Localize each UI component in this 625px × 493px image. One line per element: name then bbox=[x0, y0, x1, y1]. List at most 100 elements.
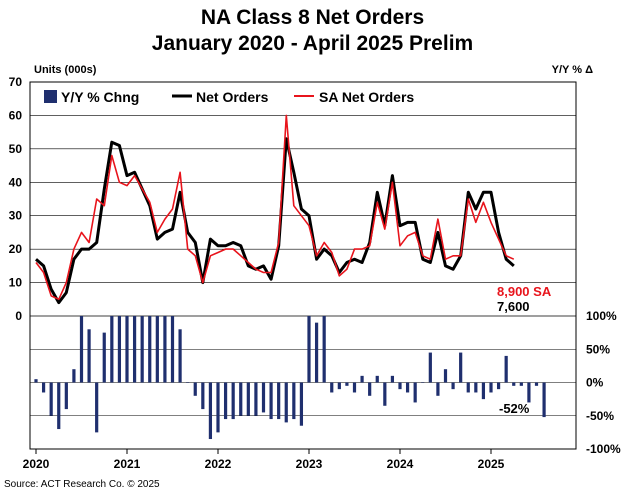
yoy-bar bbox=[201, 382, 205, 410]
yoy-bar bbox=[110, 316, 114, 383]
yoy-bar bbox=[466, 382, 470, 393]
y-right-tick-label: 100% bbox=[586, 309, 617, 323]
yoy-bar bbox=[102, 332, 106, 383]
yoy-bar bbox=[193, 382, 197, 396]
annotation-sa-value: 8,900 SA bbox=[497, 284, 552, 299]
yoy-bar bbox=[216, 382, 220, 433]
y-left-tick-label: 20 bbox=[9, 242, 23, 256]
yoy-bar bbox=[512, 382, 516, 386]
net-orders-line bbox=[35, 137, 515, 305]
yoy-bar bbox=[398, 382, 402, 390]
yoy-bar bbox=[527, 382, 531, 403]
x-tick-label: 2022 bbox=[205, 457, 232, 471]
yoy-bar bbox=[178, 329, 182, 383]
y-left-tick-label: 30 bbox=[9, 209, 23, 223]
yoy-bar bbox=[443, 369, 448, 383]
x-tick-label: 2021 bbox=[114, 457, 141, 471]
yoy-bar bbox=[519, 382, 523, 386]
legend-label-sa: SA Net Orders bbox=[319, 89, 414, 105]
yoy-bar bbox=[57, 382, 61, 430]
yoy-bar bbox=[337, 382, 341, 390]
yoy-bar bbox=[125, 316, 129, 383]
yoy-bar bbox=[413, 382, 417, 403]
yoy-bar bbox=[307, 316, 311, 383]
yoy-bar bbox=[428, 352, 432, 383]
yoy-bar bbox=[246, 382, 250, 416]
yoy-bar bbox=[345, 382, 349, 386]
yoy-bar bbox=[375, 375, 379, 383]
annotation-yoy-value: -52% bbox=[499, 401, 530, 416]
yoy-bar bbox=[481, 382, 486, 400]
yoy-bar bbox=[451, 382, 455, 390]
yoy-bar bbox=[542, 382, 546, 418]
annotation-net-value: 7,600 bbox=[497, 299, 530, 314]
yoy-bar bbox=[261, 382, 266, 413]
y-left-tick-label: 50 bbox=[9, 142, 23, 156]
y-right-tick-label: -100% bbox=[586, 442, 621, 456]
y-left-tick-label: 40 bbox=[9, 175, 23, 189]
yoy-bar bbox=[368, 382, 372, 396]
yoy-bar bbox=[254, 382, 258, 416]
x-tick-label: 2020 bbox=[23, 457, 50, 471]
yoy-bar bbox=[64, 382, 68, 410]
y-left-tick-label: 10 bbox=[9, 276, 23, 290]
yoy-bar bbox=[87, 329, 91, 383]
yoy-bar bbox=[163, 316, 167, 383]
yoy-bar bbox=[239, 382, 243, 416]
yoy-bar bbox=[269, 382, 273, 420]
yoy-bar bbox=[504, 355, 508, 383]
yoy-bar bbox=[155, 316, 159, 383]
yoy-bar bbox=[231, 382, 235, 420]
yoy-bar bbox=[390, 375, 395, 383]
chart-title: NA Class 8 Net Orders bbox=[200, 6, 425, 29]
right-axis-label: Y/Y % Δ bbox=[551, 64, 593, 76]
left-axis-label: Units (000s) bbox=[34, 64, 97, 76]
yoy-bar bbox=[208, 382, 213, 440]
yoy-bar bbox=[34, 379, 38, 383]
x-tick-label: 2023 bbox=[296, 457, 323, 471]
yoy-bar bbox=[132, 316, 137, 383]
yoy-bar bbox=[534, 382, 539, 386]
y-left-tick-label: 0 bbox=[15, 309, 22, 323]
yoy-bar bbox=[292, 382, 296, 420]
yoy-bar bbox=[95, 382, 99, 433]
yoy-bar bbox=[170, 316, 175, 383]
yoy-bar bbox=[277, 382, 281, 420]
source-note: Source: ACT Research Co. © 2025 bbox=[4, 479, 160, 490]
yoy-bar bbox=[330, 382, 334, 393]
legend-swatch-yoy bbox=[44, 90, 57, 103]
yoy-bar bbox=[117, 316, 122, 383]
yoy-bar bbox=[352, 382, 357, 393]
y-right-tick-label: 50% bbox=[586, 342, 610, 356]
yoy-bar bbox=[41, 382, 46, 393]
yoy-bar bbox=[436, 382, 440, 396]
y-left-tick-label: 70 bbox=[9, 75, 23, 89]
yoy-bar bbox=[49, 382, 53, 416]
yoy-bar bbox=[299, 382, 304, 426]
yoy-bar bbox=[322, 316, 326, 383]
x-tick-label: 2025 bbox=[478, 457, 505, 471]
yoy-bar bbox=[459, 352, 463, 383]
yoy-bar bbox=[284, 382, 288, 423]
yoy-bar bbox=[383, 382, 387, 406]
sa-net-orders-line bbox=[35, 114, 515, 301]
yoy-bar bbox=[72, 369, 76, 383]
yoy-bar bbox=[489, 382, 493, 393]
y-right-tick-label: 0% bbox=[586, 376, 604, 390]
y-left-tick-label: 60 bbox=[9, 108, 23, 122]
yoy-bar bbox=[421, 382, 425, 383]
yoy-bar bbox=[223, 382, 228, 420]
chart-subtitle: January 2020 - April 2025 Prelim bbox=[151, 32, 474, 55]
yoy-bar bbox=[148, 316, 152, 383]
yoy-bar bbox=[360, 375, 364, 383]
yoy-bar bbox=[140, 316, 144, 383]
yoy-bar bbox=[186, 382, 190, 383]
x-tick-label: 2024 bbox=[387, 457, 414, 471]
yoy-bar bbox=[474, 382, 478, 393]
legend-label-yoy: Y/Y % Chng bbox=[61, 89, 139, 105]
legend-label-net: Net Orders bbox=[196, 89, 269, 105]
yoy-bar bbox=[496, 382, 501, 390]
yoy-bar bbox=[405, 382, 410, 393]
yoy-bar bbox=[79, 316, 84, 383]
